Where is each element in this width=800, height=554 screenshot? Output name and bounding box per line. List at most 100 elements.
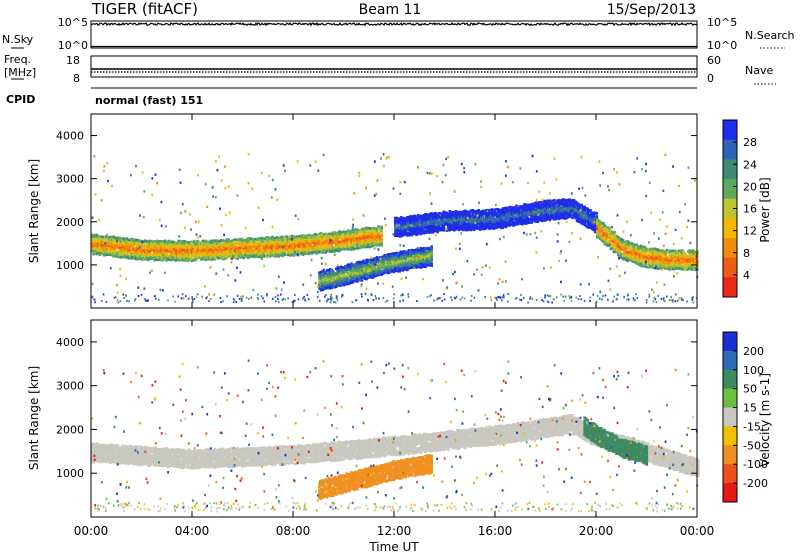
range-time-cell — [122, 256, 126, 259]
range-time-cell — [316, 242, 320, 246]
range-time-cell — [233, 252, 237, 256]
range-time-cell — [169, 245, 173, 248]
nsky-tick-top-left: 10^5 — [58, 16, 88, 29]
range-time-cell — [300, 247, 303, 250]
range-time-cell — [295, 246, 299, 249]
range-time-cell — [351, 234, 355, 238]
range-time-cell — [316, 250, 320, 254]
range-time-cell — [118, 242, 121, 246]
range-time-cell — [257, 253, 261, 256]
range-time-cell — [336, 246, 340, 249]
range-time-cell — [345, 244, 349, 248]
range-time-cell — [256, 247, 259, 250]
range-time-cell — [380, 225, 383, 228]
range-time-cell — [297, 243, 300, 246]
range-time-cell — [106, 250, 109, 254]
range-time-cell — [215, 239, 218, 242]
range-time-cell — [313, 251, 317, 254]
range-time-cell — [215, 249, 218, 253]
range-time-cell — [150, 241, 153, 245]
range-time-cell — [330, 232, 333, 235]
range-time-cell — [112, 235, 115, 238]
range-time-cell — [151, 242, 155, 245]
range-time-cell — [286, 235, 290, 239]
range-time-cell — [319, 240, 323, 243]
range-time-cell — [171, 240, 174, 243]
range-time-cell — [342, 241, 346, 244]
range-time-cell — [274, 242, 277, 245]
range-time-cell — [169, 249, 173, 252]
range-time-cell — [110, 254, 114, 257]
range-time-cell — [348, 230, 352, 234]
range-time-cell — [91, 238, 94, 242]
range-time-cell — [325, 238, 329, 241]
range-time-cell — [242, 249, 246, 253]
range-time-cell — [178, 241, 182, 244]
range-time-cell — [139, 241, 143, 245]
range-time-cell — [156, 245, 159, 249]
range-time-cell — [192, 256, 196, 260]
range-time-cell — [215, 245, 218, 248]
range-time-cell — [306, 237, 309, 240]
range-time-cell — [156, 252, 159, 256]
freq-frame — [90, 55, 698, 78]
range-time-cell — [242, 239, 246, 242]
range-time-cell — [168, 258, 171, 261]
range-time-cell — [136, 244, 140, 248]
range-time-cell — [195, 247, 199, 251]
range-time-cell — [189, 244, 193, 248]
range-time-cell — [330, 243, 333, 246]
range-time-cell — [184, 257, 188, 260]
range-time-cell — [228, 252, 232, 255]
range-time-cell — [295, 248, 299, 251]
range-time-cell — [265, 254, 268, 257]
range-time-cell — [278, 247, 282, 251]
range-time-cell — [325, 236, 329, 239]
freq-unit-label: [MHz] — [4, 66, 36, 79]
range-time-cell — [103, 246, 106, 249]
range-time-cell — [357, 231, 361, 234]
range-time-cell — [281, 243, 285, 246]
range-time-cell — [210, 245, 214, 248]
range-time-cell — [319, 247, 323, 251]
range-time-cell — [166, 258, 170, 262]
range-time-cell — [112, 255, 115, 258]
range-time-cell — [183, 253, 187, 257]
range-time-cell — [98, 239, 102, 242]
range-time-cell — [204, 252, 208, 256]
range-time-cell — [250, 244, 253, 247]
range-time-cell — [239, 237, 243, 241]
range-time-cell — [327, 235, 330, 239]
range-time-cell — [180, 248, 183, 252]
range-time-cell — [147, 246, 150, 250]
range-time-cell — [289, 235, 293, 238]
range-time-cell — [127, 255, 130, 258]
range-time-cell — [110, 251, 114, 254]
range-time-cell — [430, 264, 433, 268]
range-time-cell — [303, 234, 306, 237]
range-time-cell — [212, 241, 215, 245]
range-time-cell — [325, 249, 329, 253]
range-time-cell — [207, 257, 211, 260]
range-time-cell — [253, 239, 256, 243]
range-time-cell — [245, 246, 249, 250]
range-time-cell — [162, 258, 165, 261]
range-time-cell — [150, 247, 153, 250]
range-time-cell — [259, 252, 262, 255]
range-time-cell — [136, 251, 140, 255]
range-time-cell — [315, 246, 318, 249]
range-time-cell — [203, 246, 206, 249]
range-time-cell — [192, 247, 196, 250]
range-time-cell — [222, 239, 226, 243]
range-time-cell — [130, 237, 133, 241]
range-time-cell — [275, 248, 279, 251]
range-time-cell — [213, 248, 217, 251]
range-time-cell — [351, 239, 355, 242]
range-time-cell — [159, 240, 162, 243]
range-time-cell — [274, 246, 277, 249]
range-time-cell — [286, 237, 290, 240]
range-time-cell — [334, 240, 338, 244]
range-time-cell — [122, 239, 126, 243]
range-time-cell — [315, 243, 318, 246]
